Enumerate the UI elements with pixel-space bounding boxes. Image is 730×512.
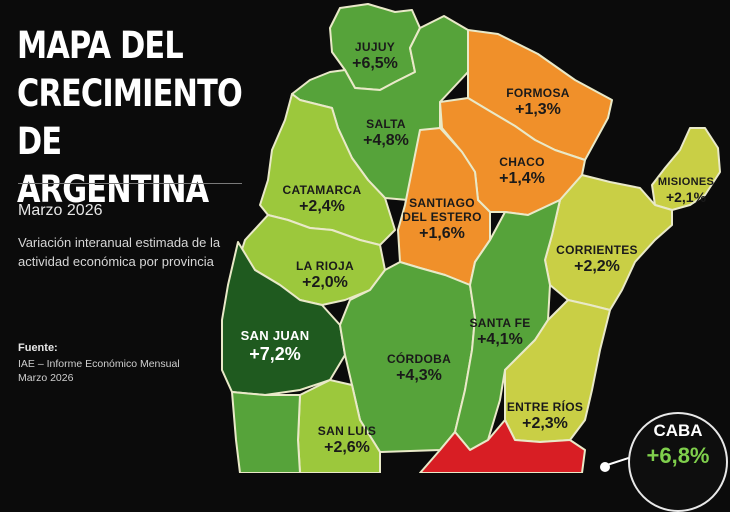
province-label-misiones: MISIONES +2,1% bbox=[658, 176, 714, 205]
province-label-catamarca: CATAMARCA +2,4% bbox=[283, 183, 362, 216]
report-date: Marzo 2026 bbox=[18, 202, 103, 219]
province-value: +2,3% bbox=[522, 415, 568, 432]
province-label-santafe: SANTA FE +4,1% bbox=[469, 316, 530, 349]
province-name: CORRIENTES bbox=[556, 243, 638, 257]
province-value: +2,2% bbox=[574, 258, 620, 275]
province-value: +4,1% bbox=[477, 331, 523, 348]
province-value: +1,3% bbox=[515, 101, 561, 118]
caba-name: CABA bbox=[653, 421, 703, 440]
province-label-santiago: SANTIAGO DEL ESTERO +1,6% bbox=[402, 196, 481, 243]
divider bbox=[18, 183, 242, 184]
caba-value: +6,8% bbox=[646, 443, 710, 468]
source-label: Fuente: bbox=[18, 342, 58, 354]
province-value: +1,6% bbox=[419, 225, 465, 242]
province-label-sanluis: SAN LUIS +2,6% bbox=[318, 424, 376, 457]
province-shape-buenosaires bbox=[419, 419, 586, 473]
province-name: SANTA FE bbox=[469, 316, 531, 330]
province-value: +4,8% bbox=[363, 132, 409, 149]
province-name: CHACO bbox=[499, 155, 545, 169]
map-title: MAPA DEL CRECIMIENTO DE ARGENTINA bbox=[17, 24, 243, 211]
province-value: +7,2% bbox=[249, 344, 301, 364]
province-name: FORMOSA bbox=[506, 86, 570, 100]
province-label-formosa: FORMOSA +1,3% bbox=[506, 86, 569, 119]
province-value: +6,5% bbox=[352, 55, 398, 72]
province-label-larioja: LA RIOJA +2,0% bbox=[296, 259, 354, 292]
province-name: SAN JUAN bbox=[240, 328, 310, 343]
province-name: SAN LUIS bbox=[317, 424, 377, 438]
province-value: +2,4% bbox=[299, 198, 345, 215]
province-name: MISIONES bbox=[657, 176, 715, 188]
province-label-chaco: CHACO +1,4% bbox=[499, 155, 545, 188]
province-name: LA RIOJA bbox=[296, 259, 354, 273]
province-name: SALTA bbox=[366, 117, 406, 131]
province-value: +2,1% bbox=[665, 189, 707, 205]
province-name: JUJUY bbox=[354, 40, 396, 54]
province-label-corrientes: CORRIENTES +2,2% bbox=[556, 243, 638, 276]
source-line-2: Marzo 2026 bbox=[18, 372, 74, 384]
province-name-line-1: SANTIAGO bbox=[409, 196, 475, 210]
province-value: +1,4% bbox=[499, 170, 545, 187]
province-value: +2,6% bbox=[324, 439, 370, 456]
map-subtitle: Variación interanual estimada de la acti… bbox=[18, 235, 221, 269]
province-name-line-2: DEL ESTERO bbox=[402, 210, 482, 224]
province-label-sanjuan: SAN JUAN +7,2% bbox=[241, 328, 310, 365]
source-line-1: IAE – Informe Económico Mensual bbox=[18, 358, 180, 370]
province-value: +2,0% bbox=[302, 274, 348, 291]
province-shape-mendoza bbox=[231, 391, 301, 473]
province-shape-misiones bbox=[651, 127, 721, 211]
province-name: CATAMARCA bbox=[282, 183, 362, 197]
caba-marker-dot bbox=[600, 462, 610, 472]
province-label-salta: SALTA +4,8% bbox=[363, 117, 409, 150]
province-label-entrerios: ENTRE RÍOS +2,3% bbox=[507, 400, 583, 433]
province-label-cordoba: CÓRDOBA +4,3% bbox=[387, 352, 451, 385]
province-label-jujuy: JUJUY +6,5% bbox=[352, 40, 398, 73]
province-name: CÓRDOBA bbox=[386, 352, 452, 366]
source-text: IAE – Informe Económico Mensual Marzo 20… bbox=[18, 357, 238, 385]
province-shape-entrerios bbox=[504, 299, 611, 443]
argentina-map bbox=[221, 3, 721, 473]
province-value: +4,3% bbox=[396, 367, 442, 384]
province-name: ENTRE RÍOS bbox=[506, 400, 584, 414]
